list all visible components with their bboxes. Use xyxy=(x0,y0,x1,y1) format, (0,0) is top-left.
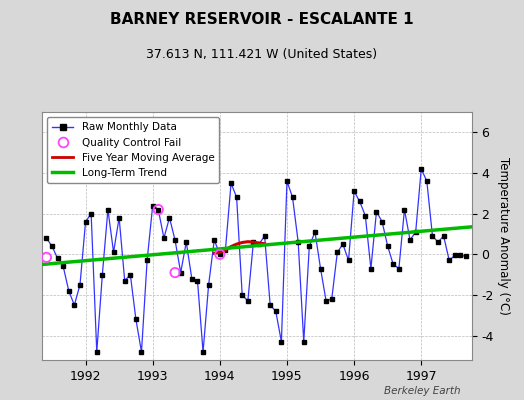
Text: Berkeley Earth: Berkeley Earth xyxy=(385,386,461,396)
Point xyxy=(42,254,51,260)
Text: 37.613 N, 111.421 W (United States): 37.613 N, 111.421 W (United States) xyxy=(146,48,378,61)
Point xyxy=(216,251,224,258)
Y-axis label: Temperature Anomaly (°C): Temperature Anomaly (°C) xyxy=(497,157,510,315)
Point xyxy=(171,269,179,276)
Point xyxy=(154,206,162,213)
Text: BARNEY RESERVOIR - ESCALANTE 1: BARNEY RESERVOIR - ESCALANTE 1 xyxy=(110,12,414,27)
Legend: Raw Monthly Data, Quality Control Fail, Five Year Moving Average, Long-Term Tren: Raw Monthly Data, Quality Control Fail, … xyxy=(47,117,220,183)
